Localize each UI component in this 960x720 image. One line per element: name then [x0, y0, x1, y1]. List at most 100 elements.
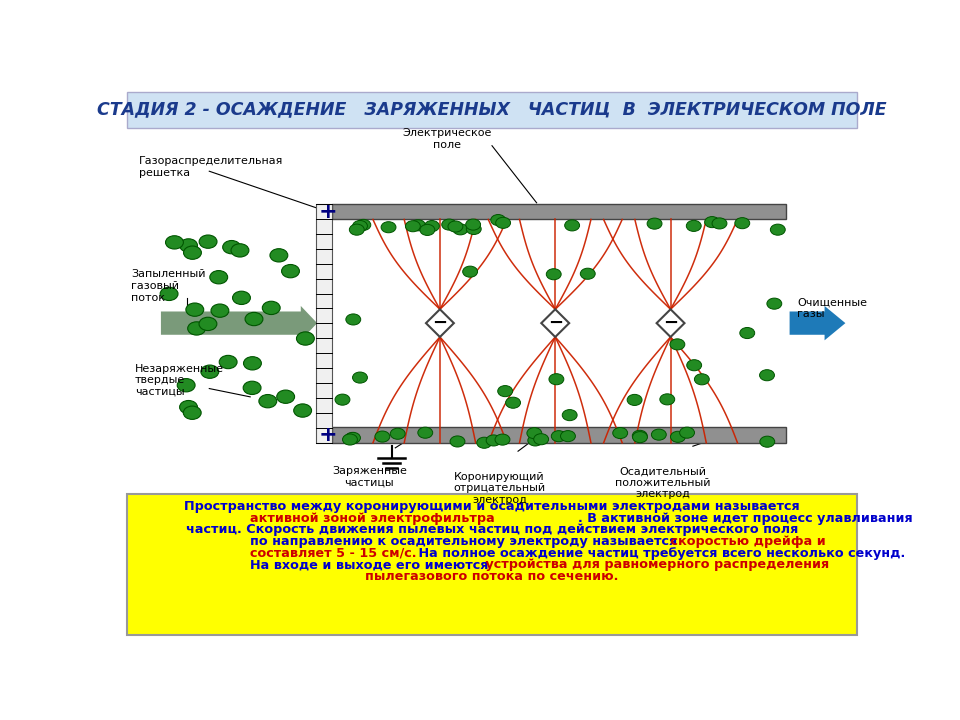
- Circle shape: [178, 379, 195, 392]
- Bar: [316, 204, 332, 443]
- Circle shape: [477, 437, 492, 449]
- Text: пылегазового потока по сечению.: пылегазового потока по сечению.: [366, 570, 618, 583]
- Circle shape: [281, 264, 300, 278]
- Circle shape: [453, 224, 468, 235]
- Circle shape: [549, 374, 564, 384]
- Text: составляет 5 - 15 см/с.: составляет 5 - 15 см/с.: [251, 546, 417, 559]
- Circle shape: [165, 235, 183, 249]
- Circle shape: [463, 266, 477, 277]
- Circle shape: [442, 219, 457, 230]
- Text: Незаряженные
твердые
частицы: Незаряженные твердые частицы: [134, 364, 224, 397]
- Circle shape: [495, 434, 510, 445]
- Circle shape: [612, 428, 628, 438]
- Bar: [332, 204, 786, 220]
- Circle shape: [705, 217, 719, 228]
- Circle shape: [210, 271, 228, 284]
- Circle shape: [294, 404, 312, 417]
- Circle shape: [486, 435, 501, 446]
- Circle shape: [686, 360, 702, 371]
- Circle shape: [770, 224, 785, 235]
- Circle shape: [497, 386, 513, 397]
- Circle shape: [418, 427, 433, 438]
- Text: Осадительный
положительный
электрод: Осадительный положительный электрод: [615, 466, 710, 500]
- Circle shape: [219, 356, 237, 369]
- FancyArrow shape: [161, 306, 317, 341]
- Circle shape: [244, 356, 261, 370]
- Circle shape: [276, 390, 295, 403]
- Circle shape: [448, 221, 463, 232]
- Circle shape: [245, 312, 263, 325]
- Bar: [332, 428, 786, 443]
- Text: Газораспределительная
решетка: Газораспределительная решетка: [138, 156, 283, 178]
- Circle shape: [686, 220, 701, 231]
- Circle shape: [551, 431, 566, 442]
- Circle shape: [647, 218, 662, 229]
- Text: Электрическое
поле: Электрическое поле: [402, 128, 492, 150]
- Circle shape: [349, 224, 364, 235]
- Text: . В активной зоне идет процесс улавливания: . В активной зоне идет процесс улавливан…: [578, 512, 912, 525]
- Circle shape: [627, 395, 642, 405]
- FancyArrow shape: [789, 306, 846, 341]
- Circle shape: [660, 394, 675, 405]
- Circle shape: [375, 431, 390, 442]
- Circle shape: [760, 436, 775, 447]
- Circle shape: [201, 365, 219, 378]
- Text: активной зоной электрофильтра: активной зоной электрофильтра: [251, 512, 495, 525]
- Text: скоростью дрейфа и: скоростью дрейфа и: [666, 535, 826, 548]
- Circle shape: [356, 220, 371, 230]
- Text: На полное осаждение частиц требуется всего несколько секунд.: На полное осаждение частиц требуется все…: [414, 546, 905, 559]
- Circle shape: [466, 219, 481, 230]
- Text: по направлению к осадительному электроду называется: по направлению к осадительному электроду…: [251, 535, 678, 548]
- Circle shape: [561, 431, 575, 441]
- Circle shape: [670, 339, 684, 350]
- Circle shape: [527, 428, 541, 438]
- Text: −: −: [663, 314, 678, 332]
- Circle shape: [633, 431, 647, 441]
- Circle shape: [262, 301, 280, 315]
- Text: СТАДИЯ 2 - ОСАЖДЕНИЕ   ЗАРЯЖЕННЫХ   ЧАСТИЦ  В  ЭЛЕКТРИЧЕСКОМ ПОЛЕ: СТАДИЯ 2 - ОСАЖДЕНИЕ ЗАРЯЖЕННЫХ ЧАСТИЦ В…: [97, 101, 887, 119]
- Bar: [128, 92, 856, 128]
- Text: −: −: [547, 314, 563, 332]
- Circle shape: [491, 215, 506, 225]
- Circle shape: [346, 314, 361, 325]
- Bar: [128, 494, 856, 635]
- Circle shape: [186, 303, 204, 316]
- Circle shape: [420, 225, 435, 235]
- Circle shape: [581, 268, 595, 279]
- Circle shape: [767, 298, 781, 309]
- Circle shape: [231, 244, 249, 257]
- Circle shape: [199, 318, 217, 330]
- Text: +: +: [319, 202, 338, 222]
- Circle shape: [694, 374, 709, 385]
- Circle shape: [506, 397, 520, 408]
- Circle shape: [411, 220, 425, 231]
- Circle shape: [740, 328, 755, 338]
- Circle shape: [381, 222, 396, 233]
- Text: +: +: [319, 425, 338, 445]
- Circle shape: [405, 220, 420, 232]
- Circle shape: [346, 432, 360, 444]
- Polygon shape: [541, 310, 569, 337]
- Circle shape: [188, 322, 205, 335]
- Circle shape: [243, 381, 261, 395]
- Circle shape: [335, 394, 349, 405]
- Circle shape: [259, 395, 276, 408]
- Polygon shape: [657, 310, 684, 337]
- Circle shape: [180, 400, 198, 414]
- Circle shape: [211, 304, 228, 318]
- Circle shape: [734, 217, 750, 229]
- Text: −: −: [432, 314, 447, 332]
- Circle shape: [670, 431, 685, 442]
- Circle shape: [652, 429, 666, 440]
- Polygon shape: [426, 310, 454, 337]
- Circle shape: [759, 369, 775, 381]
- Circle shape: [183, 406, 202, 420]
- Circle shape: [352, 220, 368, 232]
- Text: На входе и выходе его имеются: На входе и выходе его имеются: [251, 558, 489, 572]
- Text: Коронирующий
отрицательный
электрод: Коронирующий отрицательный электрод: [453, 472, 545, 505]
- Circle shape: [160, 287, 178, 300]
- Circle shape: [564, 220, 580, 231]
- Text: частиц. Скорость движения пылевых частиц под действием электрического поля: частиц. Скорость движения пылевых частиц…: [186, 523, 798, 536]
- Circle shape: [546, 269, 562, 280]
- Circle shape: [633, 431, 647, 443]
